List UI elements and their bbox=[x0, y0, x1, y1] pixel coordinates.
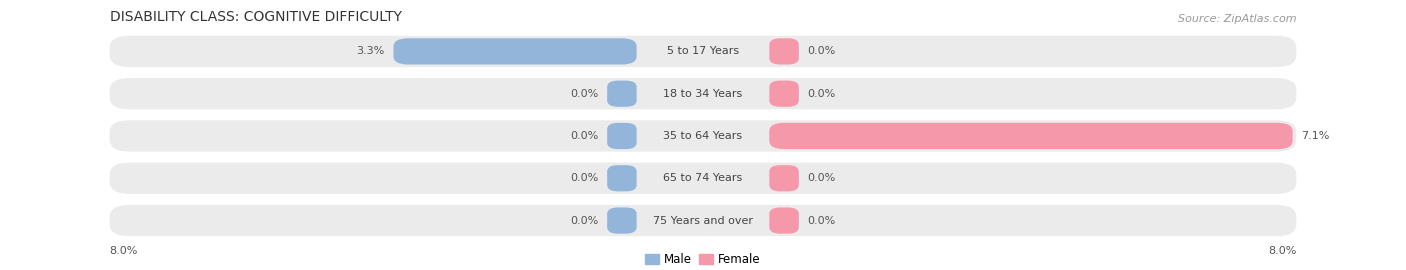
Text: 8.0%: 8.0% bbox=[1268, 246, 1296, 256]
Text: Source: ZipAtlas.com: Source: ZipAtlas.com bbox=[1178, 14, 1296, 24]
Text: 0.0%: 0.0% bbox=[569, 215, 599, 225]
Text: DISABILITY CLASS: COGNITIVE DIFFICULTY: DISABILITY CLASS: COGNITIVE DIFFICULTY bbox=[110, 10, 402, 24]
FancyBboxPatch shape bbox=[110, 163, 1296, 194]
FancyBboxPatch shape bbox=[607, 80, 637, 107]
Text: 0.0%: 0.0% bbox=[807, 46, 837, 56]
FancyBboxPatch shape bbox=[607, 123, 637, 149]
FancyBboxPatch shape bbox=[769, 123, 1292, 149]
Text: 0.0%: 0.0% bbox=[807, 215, 837, 225]
FancyBboxPatch shape bbox=[607, 165, 637, 191]
Text: 35 to 64 Years: 35 to 64 Years bbox=[664, 131, 742, 141]
Text: 0.0%: 0.0% bbox=[569, 173, 599, 183]
FancyBboxPatch shape bbox=[110, 120, 1296, 152]
FancyBboxPatch shape bbox=[110, 36, 1296, 67]
Text: 65 to 74 Years: 65 to 74 Years bbox=[664, 173, 742, 183]
FancyBboxPatch shape bbox=[394, 38, 637, 65]
FancyBboxPatch shape bbox=[110, 78, 1296, 109]
Text: 5 to 17 Years: 5 to 17 Years bbox=[666, 46, 740, 56]
Text: 0.0%: 0.0% bbox=[807, 89, 837, 99]
Text: 75 Years and over: 75 Years and over bbox=[652, 215, 754, 225]
FancyBboxPatch shape bbox=[607, 207, 637, 234]
Text: 0.0%: 0.0% bbox=[569, 89, 599, 99]
Text: 7.1%: 7.1% bbox=[1302, 131, 1330, 141]
FancyBboxPatch shape bbox=[769, 207, 799, 234]
Text: 3.3%: 3.3% bbox=[356, 46, 385, 56]
FancyBboxPatch shape bbox=[769, 165, 799, 191]
Text: 18 to 34 Years: 18 to 34 Years bbox=[664, 89, 742, 99]
Legend: Male, Female: Male, Female bbox=[641, 248, 765, 270]
FancyBboxPatch shape bbox=[110, 205, 1296, 236]
Text: 0.0%: 0.0% bbox=[569, 131, 599, 141]
Text: 8.0%: 8.0% bbox=[110, 246, 138, 256]
FancyBboxPatch shape bbox=[769, 80, 799, 107]
Text: 0.0%: 0.0% bbox=[807, 173, 837, 183]
FancyBboxPatch shape bbox=[769, 38, 799, 65]
